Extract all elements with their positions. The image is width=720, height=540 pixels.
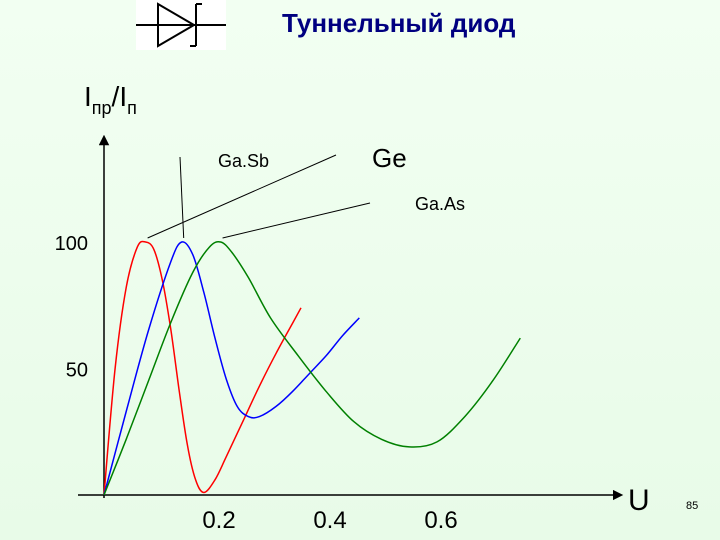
x-tick-label: 0.2 (202, 507, 235, 534)
x-tick-label: 0.4 (313, 507, 346, 534)
series-line-gaas (103, 240, 521, 496)
x-tick-label: 0.6 (424, 507, 457, 534)
annotation-gasb: Ga.Sb (218, 151, 269, 171)
y-axis-label: Iпр/Iп (84, 81, 137, 118)
annotation-leader-gaas (222, 202, 371, 239)
annotation-ge: Ge (372, 143, 407, 173)
diode-icon (136, 2, 226, 48)
y-tick-label: 50 (66, 360, 88, 382)
series-line-gasb (103, 241, 360, 496)
page-number: 85 (686, 500, 699, 512)
y-tick-label: 100 (55, 233, 88, 255)
annotation-leader-gasb (179, 156, 185, 239)
diode-symbol (136, 0, 226, 50)
x-axis-label: U (628, 484, 650, 517)
series-line-ge (103, 240, 302, 496)
annotation-leader-ge (147, 154, 337, 239)
slide-title: Туннельный диод (282, 8, 516, 38)
annotation-gaas: Ga.As (415, 194, 465, 214)
